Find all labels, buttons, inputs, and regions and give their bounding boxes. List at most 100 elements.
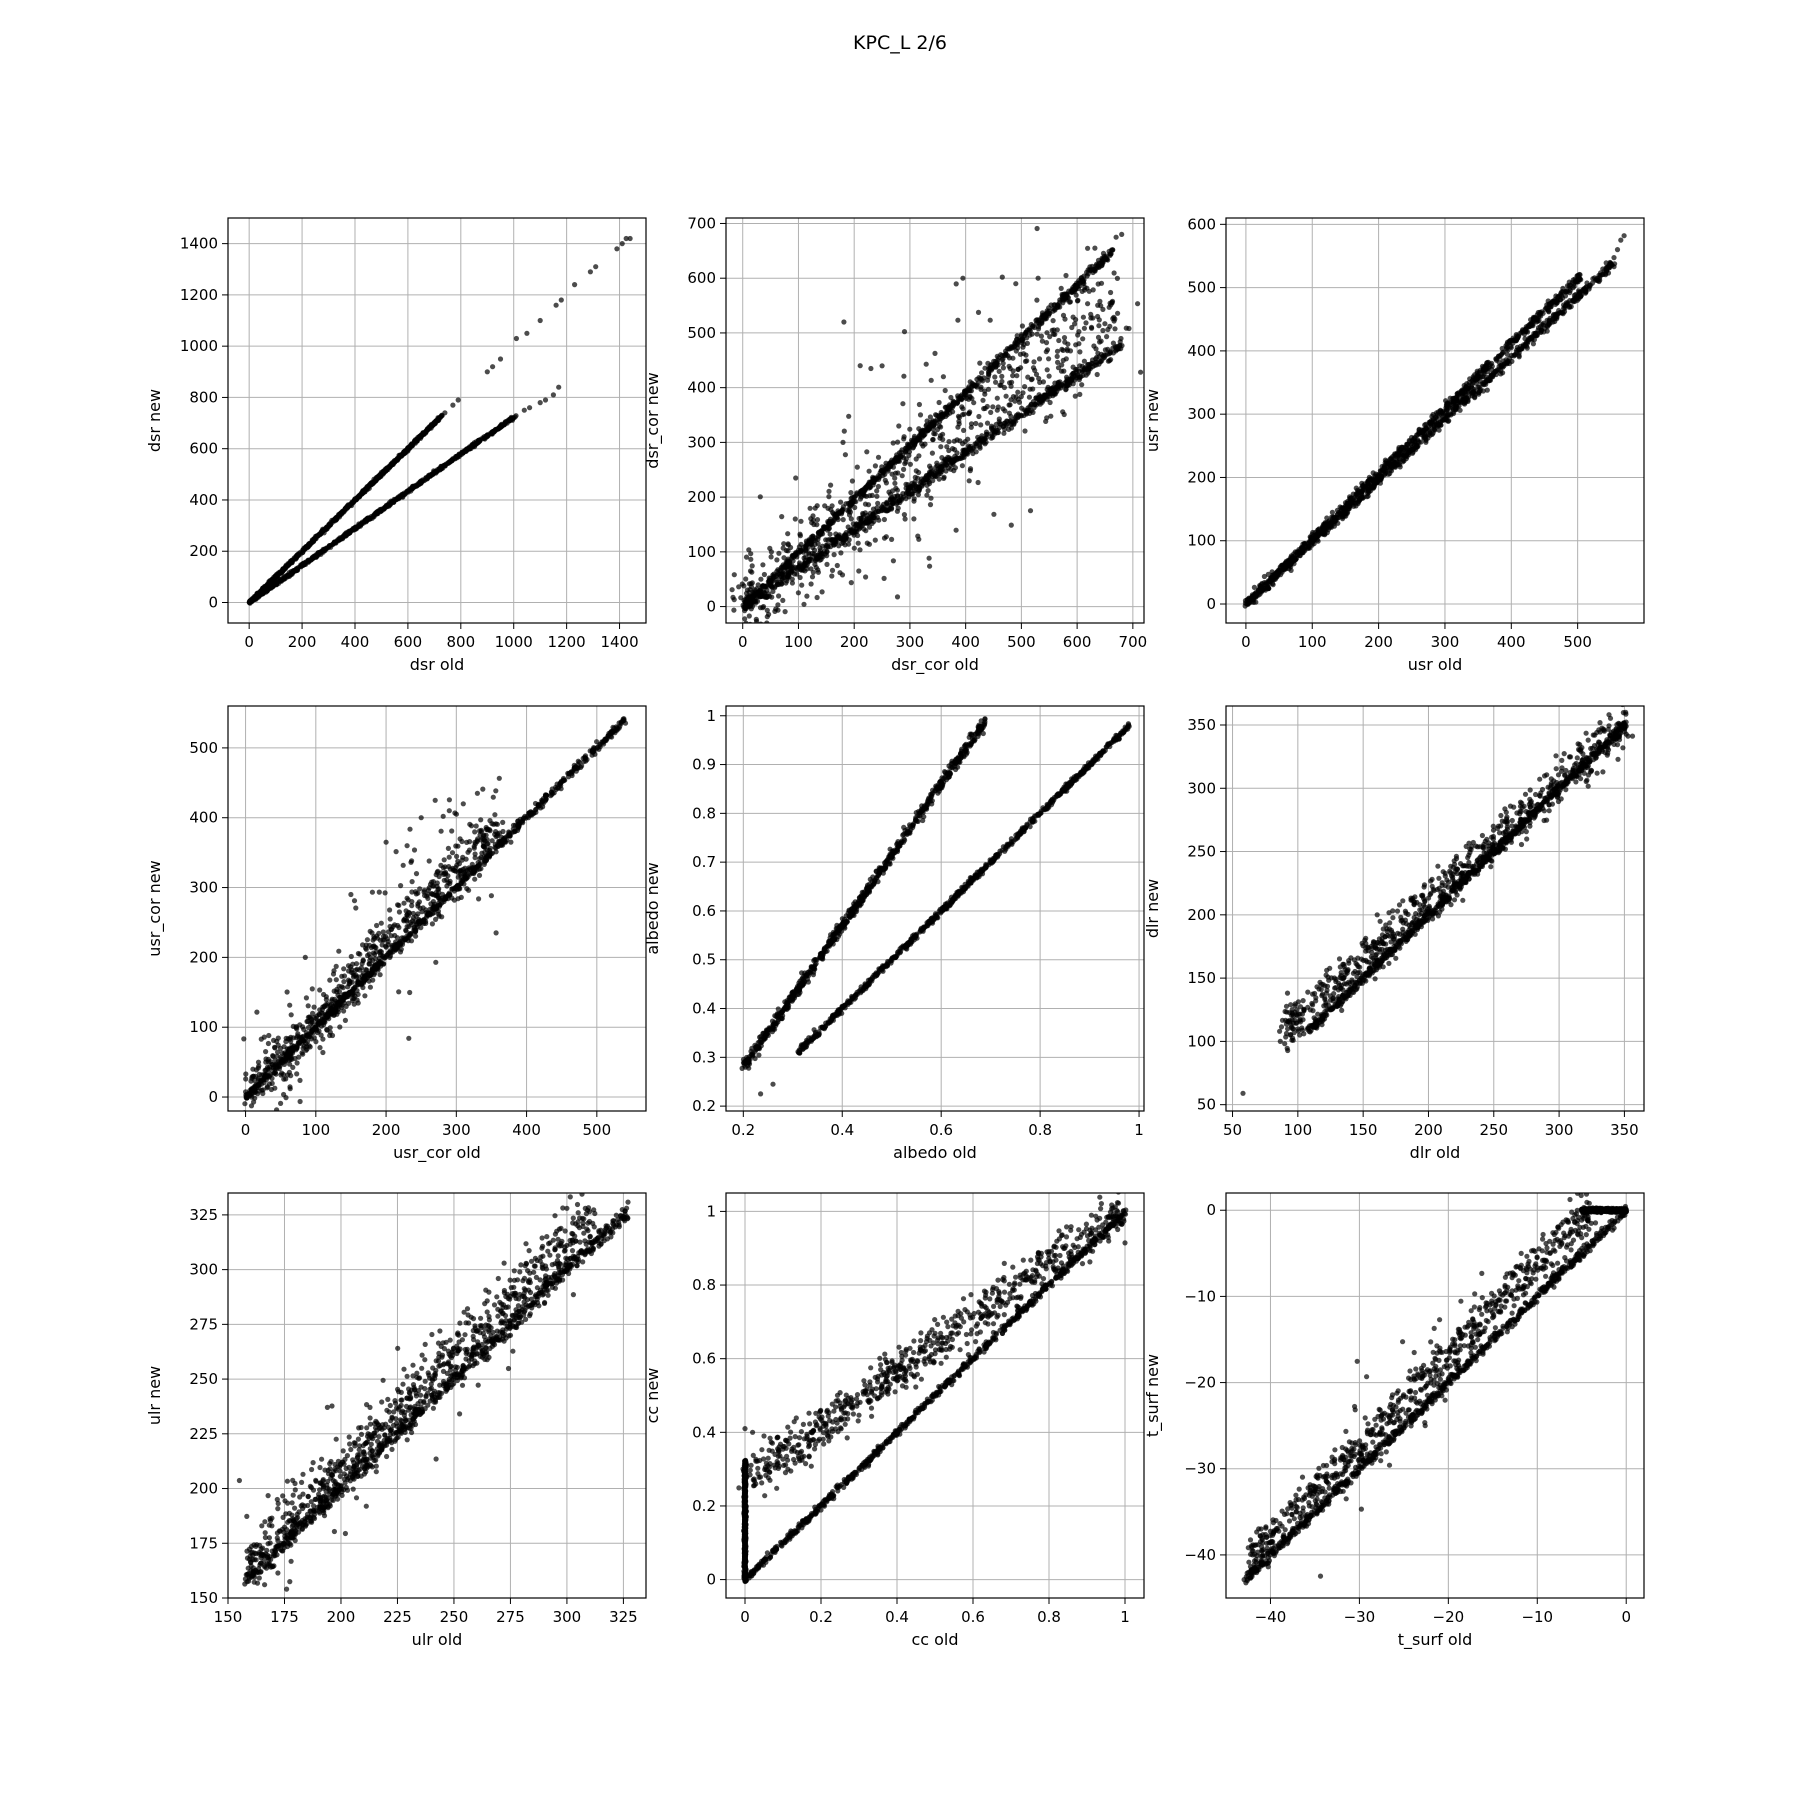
scatter-point xyxy=(923,426,929,432)
scatter-point xyxy=(785,531,791,537)
scatter-point xyxy=(975,309,982,315)
scatter-point xyxy=(881,535,888,541)
scatter-point xyxy=(806,551,812,557)
scatter-point xyxy=(938,424,944,430)
scatter-point xyxy=(909,480,915,486)
scatter-point xyxy=(341,533,347,539)
scatter-point xyxy=(966,478,972,484)
scatter-point xyxy=(1044,367,1050,373)
scatter-point xyxy=(1000,365,1007,371)
scatter-point xyxy=(982,365,988,371)
scatter-point xyxy=(903,490,910,496)
scatter-point xyxy=(1561,305,1567,312)
scatter-point xyxy=(936,399,942,406)
scatter-point xyxy=(1044,415,1050,421)
scatter-point xyxy=(748,556,754,562)
scatter-point xyxy=(988,409,994,415)
scatter-point xyxy=(828,482,834,488)
scatter-point xyxy=(941,474,947,480)
scatter-point xyxy=(784,560,790,566)
scatter-point xyxy=(383,467,389,473)
scatter-point xyxy=(772,608,778,615)
scatter-point xyxy=(1511,353,1517,359)
scatter-point xyxy=(1073,368,1079,375)
scatter-point xyxy=(572,282,578,288)
scatter-point xyxy=(778,581,785,587)
scatter-point xyxy=(1359,480,1365,486)
scatter-point xyxy=(822,503,828,509)
scatter-point xyxy=(1034,331,1040,337)
scatter-point xyxy=(1028,321,1034,328)
scatter-point xyxy=(983,431,990,437)
scatter-point xyxy=(366,485,372,491)
scatter-point xyxy=(839,507,845,513)
scatter-point xyxy=(482,436,488,442)
scatter-point xyxy=(906,444,912,450)
scatter-point xyxy=(409,442,415,448)
scatter-point xyxy=(1002,426,1008,432)
scatter-point xyxy=(905,482,911,488)
scatter-point xyxy=(946,439,952,445)
scatter-point xyxy=(929,468,935,474)
scatter-point xyxy=(1017,351,1024,357)
scatter-point xyxy=(623,235,629,242)
scatter-point xyxy=(779,571,786,577)
scatter-point xyxy=(999,373,1005,379)
scatter-point xyxy=(1270,582,1276,588)
scatter-point xyxy=(319,528,325,534)
scatter-point xyxy=(1029,376,1035,382)
scatter-point xyxy=(743,554,750,560)
scatter-point xyxy=(848,516,854,522)
scatter-point xyxy=(875,500,881,506)
scatter-point xyxy=(890,558,897,564)
scatter-point xyxy=(1080,314,1086,320)
scatter-point xyxy=(1090,287,1096,293)
scatter-point xyxy=(748,551,754,557)
scatter-point xyxy=(950,461,956,467)
scatter-point xyxy=(847,504,853,510)
scatter-point xyxy=(1114,275,1120,281)
scatter-point xyxy=(857,547,863,553)
scatter-point xyxy=(843,530,849,536)
scatter-point xyxy=(978,386,984,392)
scatter-point xyxy=(806,558,812,564)
scatter-point xyxy=(856,627,861,632)
scatter-point xyxy=(764,620,770,623)
scatter-point xyxy=(1464,381,1470,387)
scatter-point xyxy=(1068,376,1075,383)
scatter-point xyxy=(846,413,852,419)
scatter-point xyxy=(1035,326,1042,332)
scatter-point xyxy=(1018,332,1025,338)
scatter-point xyxy=(871,479,877,485)
scatter-point xyxy=(866,524,873,530)
scatter-point xyxy=(1135,301,1141,307)
scatter-point xyxy=(521,407,527,413)
scatter-point xyxy=(760,562,766,568)
scatter-point xyxy=(979,433,985,439)
scatter-point xyxy=(1432,415,1438,421)
scatter-point xyxy=(864,540,870,546)
scatter-point xyxy=(967,388,973,394)
scatter-point xyxy=(1102,347,1108,353)
scatter-point xyxy=(1081,358,1087,364)
scatter-point xyxy=(866,516,873,522)
scatter-point xyxy=(874,488,880,494)
scatter-point xyxy=(1423,437,1429,443)
x-tick-label: 200 xyxy=(1364,633,1393,651)
scatter-point xyxy=(550,392,557,398)
scatter-point xyxy=(313,535,319,541)
scatter-point xyxy=(1073,317,1079,323)
scatter-point xyxy=(1076,341,1082,347)
scatter-point xyxy=(840,517,846,523)
scatter-point xyxy=(1018,365,1024,371)
scatter-point xyxy=(815,569,822,575)
scatter-point xyxy=(993,379,999,385)
scatter-point xyxy=(883,480,890,486)
scatter-point xyxy=(947,402,953,408)
scatter-point xyxy=(843,501,849,507)
scatter-point xyxy=(810,569,817,575)
scatter-point xyxy=(782,567,788,574)
scatter-point xyxy=(1059,295,1065,301)
scatter-point xyxy=(1117,339,1123,345)
scatter-point xyxy=(872,537,878,543)
